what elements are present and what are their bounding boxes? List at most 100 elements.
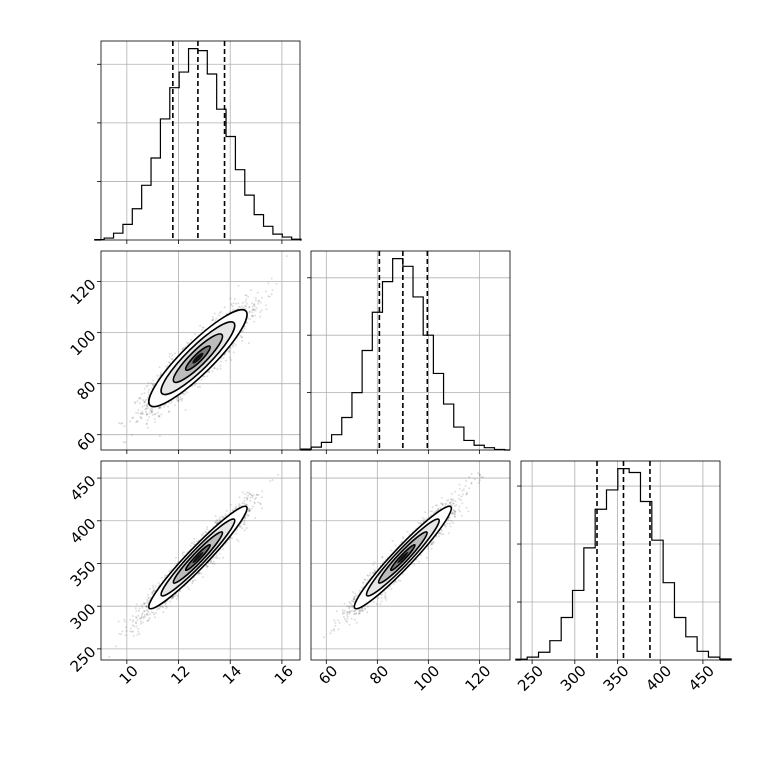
sample-point	[248, 493, 251, 496]
sample-point	[227, 350, 230, 353]
sample-point	[201, 534, 203, 536]
sample-point	[254, 498, 256, 500]
sample-point	[129, 618, 132, 621]
sample-point	[135, 610, 138, 612]
sample-point	[193, 537, 196, 540]
sample-point	[152, 611, 155, 614]
sample-point	[142, 617, 145, 620]
sample-point	[242, 502, 245, 505]
sample-point	[120, 633, 123, 636]
sample-point	[129, 627, 132, 630]
sample-point	[239, 334, 242, 337]
sample-point	[158, 366, 161, 368]
sample-point	[231, 537, 233, 540]
sample-point	[158, 607, 161, 610]
sample-point	[135, 421, 138, 424]
sample-point	[250, 494, 253, 497]
sample-point	[147, 600, 150, 603]
sample-point	[255, 307, 258, 310]
sample-point	[177, 400, 180, 403]
sample-point	[205, 531, 208, 534]
sample-point	[137, 614, 140, 617]
sample-point	[168, 361, 171, 364]
sample-point	[135, 411, 138, 414]
sample-point	[214, 521, 217, 524]
sample-point	[132, 619, 135, 622]
sample-point	[146, 606, 149, 609]
sample-point	[222, 556, 225, 559]
sample-point	[146, 413, 148, 416]
sample-point	[151, 591, 154, 594]
sample-point	[224, 513, 227, 516]
sample-point	[159, 373, 162, 376]
sample-point	[254, 517, 257, 519]
sample-point	[165, 365, 168, 368]
sample-point	[194, 579, 197, 581]
sample-point	[141, 612, 144, 615]
sample-point	[135, 621, 137, 624]
sample-point	[243, 521, 246, 524]
sample-point	[181, 552, 184, 555]
sample-point	[231, 344, 234, 346]
sample-point	[145, 385, 148, 388]
sample-point	[245, 298, 248, 301]
sample-point	[230, 359, 233, 362]
sample-point	[248, 510, 251, 513]
sample-point	[141, 410, 144, 413]
sample-point	[164, 602, 167, 605]
sample-point	[260, 309, 263, 312]
sample-point	[134, 607, 137, 610]
sample-point	[245, 527, 248, 529]
sample-point	[146, 396, 149, 399]
sample-point	[237, 302, 240, 305]
sample-point	[136, 633, 139, 636]
sample-point	[145, 407, 148, 410]
sample-point	[146, 413, 149, 415]
sample-point	[184, 390, 187, 393]
sample-point	[261, 490, 264, 493]
sample-point	[180, 398, 182, 401]
sample-point	[124, 634, 127, 637]
sample-point	[246, 514, 249, 517]
sample-point	[214, 515, 217, 518]
sample-point	[169, 352, 172, 355]
sample-point	[141, 606, 144, 609]
sample-point	[156, 608, 159, 611]
sample-point	[245, 503, 248, 506]
sample-point	[136, 400, 139, 403]
sample-point	[241, 302, 244, 304]
sample-point	[248, 509, 251, 512]
sample-point	[257, 300, 260, 303]
sample-point	[183, 393, 186, 396]
sample-point	[164, 605, 167, 607]
sample-point	[237, 305, 240, 308]
sample-point	[224, 514, 227, 517]
sample-point	[141, 613, 143, 616]
sample-point	[218, 557, 221, 560]
sample-point	[158, 407, 161, 410]
sample-point	[229, 297, 232, 300]
sample-point	[193, 333, 196, 335]
sample-point	[192, 543, 195, 546]
sample-point	[235, 532, 238, 535]
sample-point	[146, 614, 149, 616]
sample-point	[202, 375, 205, 378]
sample-point	[254, 309, 257, 312]
sample-point	[247, 295, 250, 298]
sample-point	[117, 620, 120, 623]
sample-point	[244, 493, 246, 496]
sample-point	[249, 289, 252, 292]
sample-point	[175, 398, 178, 401]
sample-point	[254, 314, 256, 317]
sample-point	[151, 413, 154, 416]
sample-point	[254, 297, 257, 300]
sample-point	[182, 392, 184, 395]
sample-point	[211, 319, 214, 322]
sample-point	[250, 494, 253, 497]
sample-point	[275, 282, 278, 285]
sample-point	[179, 590, 181, 593]
sample-point	[240, 336, 243, 338]
sample-point	[249, 318, 252, 320]
sample-point	[135, 622, 137, 625]
sample-point	[193, 540, 196, 543]
